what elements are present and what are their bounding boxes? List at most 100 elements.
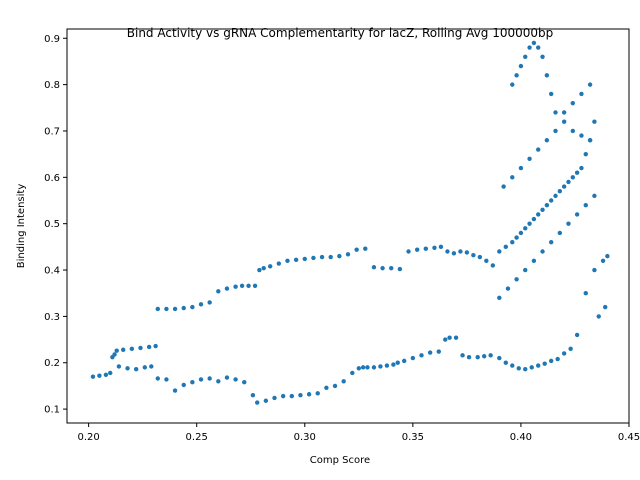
data-point <box>198 377 204 382</box>
data-point <box>354 247 359 252</box>
data-point <box>365 365 370 370</box>
data-point <box>553 128 558 134</box>
data-point <box>523 267 528 273</box>
y-axis-label: Binding Intensity <box>16 184 27 269</box>
data-point <box>527 221 532 226</box>
data-point <box>289 393 294 399</box>
points-layer <box>90 40 610 405</box>
data-point <box>518 63 524 69</box>
plot-frame <box>66 28 630 424</box>
data-point <box>553 193 558 199</box>
data-point <box>261 265 266 271</box>
data-point <box>544 138 550 143</box>
data-point <box>436 349 441 354</box>
data-point <box>557 189 563 194</box>
y-tick-label: 0.6 <box>44 173 60 184</box>
data-point <box>544 202 550 208</box>
data-point <box>255 400 260 405</box>
x-axis-label: Comp Score <box>310 455 370 466</box>
data-point <box>224 375 230 380</box>
data-point <box>146 344 152 350</box>
data-point <box>587 82 593 87</box>
data-point <box>246 283 251 288</box>
data-point <box>360 365 366 370</box>
data-point <box>443 337 448 342</box>
data-point <box>406 249 411 254</box>
data-point <box>529 365 534 370</box>
data-point <box>466 354 472 360</box>
data-point <box>172 388 178 393</box>
x-tick-label: 0.25 <box>186 432 208 443</box>
data-point <box>460 353 465 358</box>
data-point <box>447 335 452 340</box>
data-point <box>464 250 470 255</box>
data-point <box>523 54 528 60</box>
data-point <box>587 138 593 143</box>
data-point <box>125 366 130 371</box>
data-point <box>477 254 483 260</box>
data-point <box>548 358 554 364</box>
data-point <box>503 360 508 365</box>
data-point <box>540 207 545 212</box>
data-point <box>561 119 567 124</box>
data-point <box>121 347 126 352</box>
data-point <box>568 346 573 352</box>
data-point <box>432 245 437 250</box>
data-point <box>497 295 502 301</box>
data-point <box>298 392 303 398</box>
data-point <box>402 358 407 364</box>
data-point <box>414 247 420 252</box>
data-point <box>579 91 584 97</box>
data-point <box>570 128 575 134</box>
data-point <box>497 249 502 254</box>
data-point <box>397 266 403 272</box>
chart-title: Bind Activity vs gRNA Complementarity fo… <box>127 26 554 40</box>
x-tick-label: 0.45 <box>618 432 640 443</box>
data-point <box>419 353 424 358</box>
data-point <box>233 284 238 289</box>
x-tick-label: 0.20 <box>77 432 99 443</box>
data-point <box>536 212 541 217</box>
data-point <box>458 249 463 254</box>
data-point <box>207 376 212 381</box>
y-tick-label: 0.7 <box>44 126 60 137</box>
data-point <box>112 352 117 357</box>
data-point <box>363 246 368 251</box>
data-point <box>129 346 135 352</box>
data-point <box>155 306 160 312</box>
data-point <box>350 370 355 376</box>
data-point <box>592 119 597 124</box>
data-point <box>574 212 580 217</box>
data-point <box>341 379 346 384</box>
data-point <box>561 351 567 356</box>
data-point <box>252 283 258 288</box>
data-point <box>216 289 221 294</box>
data-point <box>190 380 195 385</box>
data-point <box>544 73 550 78</box>
x-axis: 0.20 0.25 0.30 0.35 0.40 0.45 <box>77 423 640 443</box>
data-point <box>337 253 342 259</box>
data-point <box>490 263 496 268</box>
data-point <box>242 380 247 385</box>
data-point <box>395 360 400 365</box>
data-point <box>207 300 212 305</box>
data-point <box>583 151 588 157</box>
y-tick-label: 0.9 <box>44 34 60 45</box>
data-point <box>114 348 119 353</box>
data-point <box>516 366 521 371</box>
data-point <box>514 73 519 78</box>
data-point <box>133 367 139 372</box>
data-point <box>596 314 601 319</box>
data-point <box>553 110 558 115</box>
data-point <box>356 366 362 371</box>
y-tick-label: 0.3 <box>44 312 60 323</box>
data-point <box>523 226 528 231</box>
data-point <box>384 363 390 368</box>
data-point <box>510 363 515 368</box>
data-point <box>345 252 351 257</box>
data-point <box>164 306 169 312</box>
data-point <box>267 264 273 269</box>
data-point <box>276 261 282 266</box>
data-point <box>371 265 377 270</box>
